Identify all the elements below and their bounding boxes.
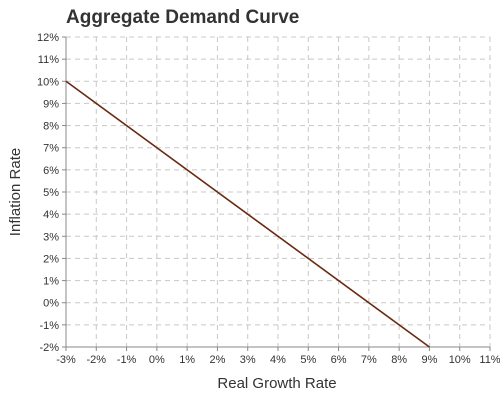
y-tick-label: 12% (37, 32, 59, 44)
x-tick-label: 3% (240, 354, 256, 366)
y-tick-label: 3% (43, 231, 59, 243)
y-tick-label: 9% (43, 98, 59, 110)
series-layer (65, 80, 430, 348)
x-tick-label: 9% (421, 354, 437, 366)
tick-layer: -3% -2% -1% 0% 1% 2% 3% 4% 5% 6% 7% 8% 9% 10% 11%-2%-1… (37, 32, 500, 366)
x-tick-label: 1% (179, 354, 195, 366)
x-tick-label: 2% (209, 354, 225, 366)
y-tick-label: -1% (39, 320, 59, 332)
x-tick-label: 5% (300, 354, 316, 366)
y-tick-label: 10% (37, 76, 59, 88)
x-tick-label: 0% (149, 354, 165, 366)
y-tick-label: 2% (43, 253, 59, 265)
x-tick-label: 7% (361, 354, 377, 366)
y-tick-label: 11% (38, 54, 59, 66)
y-tick-label: 5% (43, 187, 59, 199)
grid-layer (66, 36, 491, 347)
x-tick-label: 4% (270, 354, 286, 366)
y-axis-label: Inflation Rate (7, 148, 24, 236)
y-tick-label: 6% (43, 165, 59, 177)
x-tick-label: -1% (117, 354, 137, 366)
x-tick-label: 11% (479, 354, 500, 366)
x-tick-label: 10% (449, 354, 471, 366)
axis-layer (62, 36, 491, 351)
x-tick-label: -3% (56, 354, 76, 366)
y-tick-label: -2% (39, 342, 59, 354)
y-tick-label: 4% (43, 209, 59, 221)
y-tick-label: 0% (43, 298, 59, 310)
y-tick-label: 1% (43, 276, 59, 288)
x-tick-label: -2% (87, 354, 107, 366)
x-tick-label: 8% (391, 354, 407, 366)
aggregate-demand-line (65, 80, 430, 348)
y-tick-label: 8% (43, 121, 59, 133)
chart-title: Aggregate Demand Curve (66, 7, 299, 28)
x-tick-label: 6% (331, 354, 347, 366)
y-tick-label: 7% (43, 143, 59, 155)
x-axis-label: Real Growth Rate (217, 375, 336, 392)
